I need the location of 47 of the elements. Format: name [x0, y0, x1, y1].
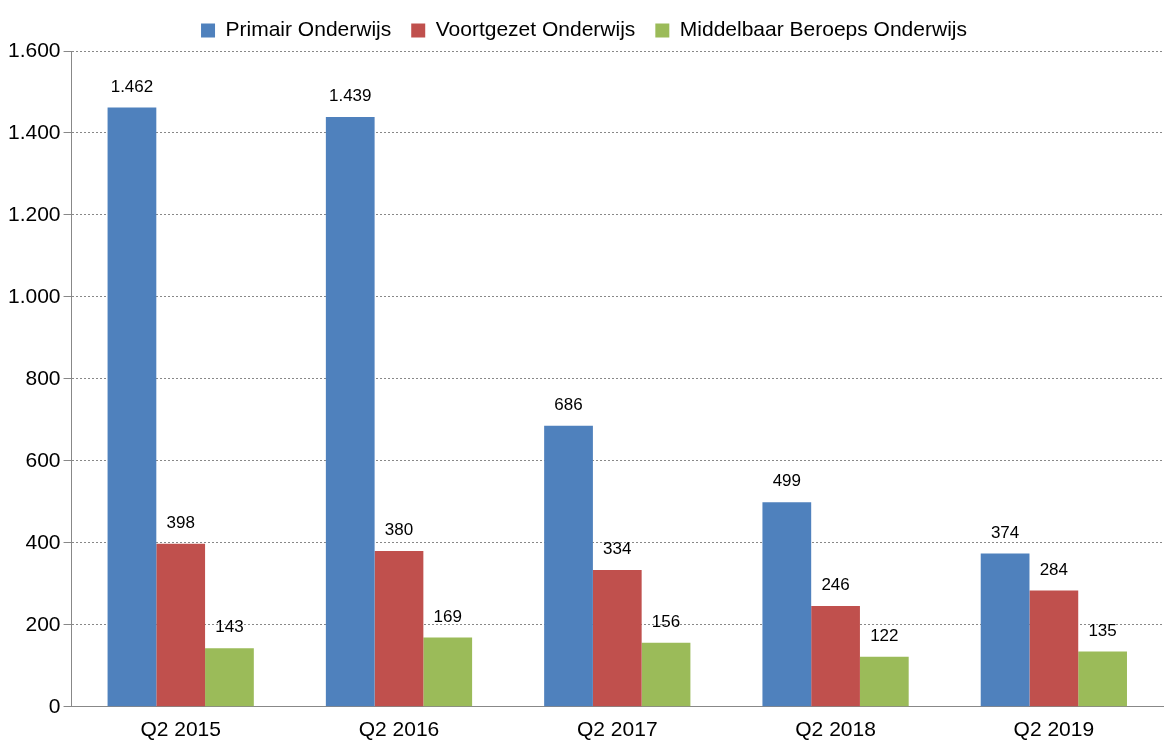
bar — [374, 551, 424, 707]
data-label: 284 — [1039, 559, 1069, 579]
x-tick-label: Q2 2018 — [795, 717, 876, 741]
data-label: 135 — [1088, 620, 1117, 640]
bar — [641, 642, 691, 707]
bar — [544, 425, 593, 707]
data-label: 156 — [651, 612, 681, 632]
data-label: 398 — [166, 512, 195, 532]
data-label: 122 — [870, 625, 899, 645]
data-label: 169 — [433, 606, 462, 626]
bar — [423, 637, 473, 707]
bar — [980, 553, 1030, 707]
bar — [592, 569, 642, 707]
x-tick-label: Q2 2019 — [1013, 717, 1095, 741]
bar — [1078, 651, 1127, 707]
bar — [107, 107, 157, 707]
y-tick-label: 1.400 — [7, 119, 61, 143]
data-label: 499 — [772, 471, 801, 491]
y-tick-label: 0 — [48, 693, 61, 717]
legend-label: Middelbaar Beroeps Onderwijs — [679, 17, 967, 41]
y-tick-label: 1.000 — [7, 283, 61, 307]
data-label: 143 — [215, 617, 244, 637]
data-label: 1.462 — [110, 76, 154, 96]
x-tick-label: Q2 2015 — [140, 717, 221, 741]
bar — [205, 648, 254, 707]
bar — [156, 543, 206, 707]
y-tick-label: 200 — [25, 611, 61, 635]
legend-label: Primair Onderwijs — [225, 17, 392, 41]
data-label: 380 — [384, 520, 414, 540]
y-tick-label: 1.200 — [7, 201, 61, 225]
bar — [1029, 590, 1079, 707]
y-tick-label: 800 — [25, 365, 61, 389]
data-label: 334 — [603, 539, 632, 559]
data-label: 686 — [554, 394, 583, 414]
bar — [859, 656, 909, 707]
y-tick-label: 400 — [25, 529, 61, 553]
bar — [325, 116, 375, 707]
data-label: 246 — [821, 575, 850, 595]
data-label: 374 — [990, 522, 1020, 542]
x-tick-label: Q2 2017 — [576, 717, 658, 741]
y-tick-label: 1.600 — [7, 37, 61, 61]
y-tick-label: 600 — [25, 447, 61, 471]
bar — [811, 605, 860, 707]
bar — [762, 502, 812, 707]
x-tick-label: Q2 2016 — [358, 717, 440, 741]
data-label: 1.439 — [328, 86, 372, 106]
legend-label: Voortgezet Onderwijs — [435, 17, 636, 41]
